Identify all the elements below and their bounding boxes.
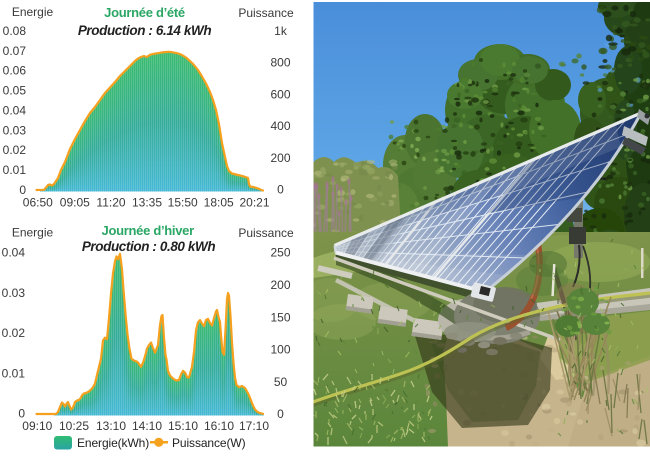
- svg-text:0.03: 0.03: [2, 286, 26, 300]
- svg-text:0.05: 0.05: [3, 84, 27, 98]
- svg-text:0.07: 0.07: [3, 44, 27, 58]
- svg-text:100: 100: [270, 343, 290, 357]
- svg-text:15:50: 15:50: [168, 196, 198, 210]
- svg-text:15:10: 15:10: [168, 419, 198, 433]
- svg-text:18:05: 18:05: [204, 196, 234, 210]
- svg-text:250: 250: [270, 246, 290, 260]
- svg-text:Puissance(W): Puissance(W): [172, 436, 246, 450]
- svg-text:13:10: 13:10: [96, 419, 126, 433]
- svg-text:150: 150: [270, 310, 290, 324]
- svg-text:600: 600: [270, 87, 290, 101]
- svg-text:0.01: 0.01: [2, 366, 26, 380]
- svg-text:Puissance: Puissance: [238, 6, 294, 20]
- svg-text:400: 400: [270, 119, 290, 133]
- svg-text:11:20: 11:20: [96, 196, 125, 210]
- svg-text:Energie: Energie: [12, 5, 54, 19]
- svg-text:1k: 1k: [274, 24, 288, 38]
- svg-text:09:05: 09:05: [60, 196, 90, 210]
- svg-text:0.04: 0.04: [3, 103, 27, 117]
- svg-text:Production : 0.80 kWh: Production : 0.80 kWh: [82, 239, 216, 254]
- svg-text:0.02: 0.02: [3, 143, 27, 157]
- svg-text:0.08: 0.08: [3, 24, 27, 38]
- svg-text:20:21: 20:21: [239, 196, 269, 210]
- svg-text:Energie: Energie: [12, 226, 54, 240]
- svg-text:0.04: 0.04: [2, 246, 26, 260]
- svg-text:Journée d’hiver: Journée d’hiver: [102, 223, 195, 238]
- svg-text:0.02: 0.02: [2, 326, 26, 340]
- svg-text:0.06: 0.06: [3, 64, 27, 78]
- svg-text:0.01: 0.01: [3, 163, 27, 177]
- svg-text:0: 0: [277, 407, 284, 421]
- svg-text:50: 50: [274, 375, 288, 389]
- svg-text:Journée d’été: Journée d’été: [104, 5, 185, 20]
- svg-text:09:10: 09:10: [22, 419, 52, 433]
- svg-text:0.03: 0.03: [3, 123, 27, 137]
- svg-text:800: 800: [270, 56, 290, 70]
- svg-text:Puissance: Puissance: [238, 226, 294, 240]
- svg-text:16:10: 16:10: [204, 419, 234, 433]
- svg-text:14:10: 14:10: [132, 419, 162, 433]
- svg-text:06:50: 06:50: [23, 196, 53, 210]
- svg-text:0: 0: [277, 183, 284, 197]
- svg-text:10:25: 10:25: [59, 419, 89, 433]
- svg-text:17:10: 17:10: [239, 419, 269, 433]
- svg-text:200: 200: [270, 151, 290, 165]
- svg-text:Energie(kWh): Energie(kWh): [77, 436, 149, 450]
- svg-text:13:35: 13:35: [132, 196, 162, 210]
- svg-text:200: 200: [270, 278, 290, 292]
- svg-text:Production : 6.14 kWh: Production : 6.14 kWh: [78, 23, 212, 38]
